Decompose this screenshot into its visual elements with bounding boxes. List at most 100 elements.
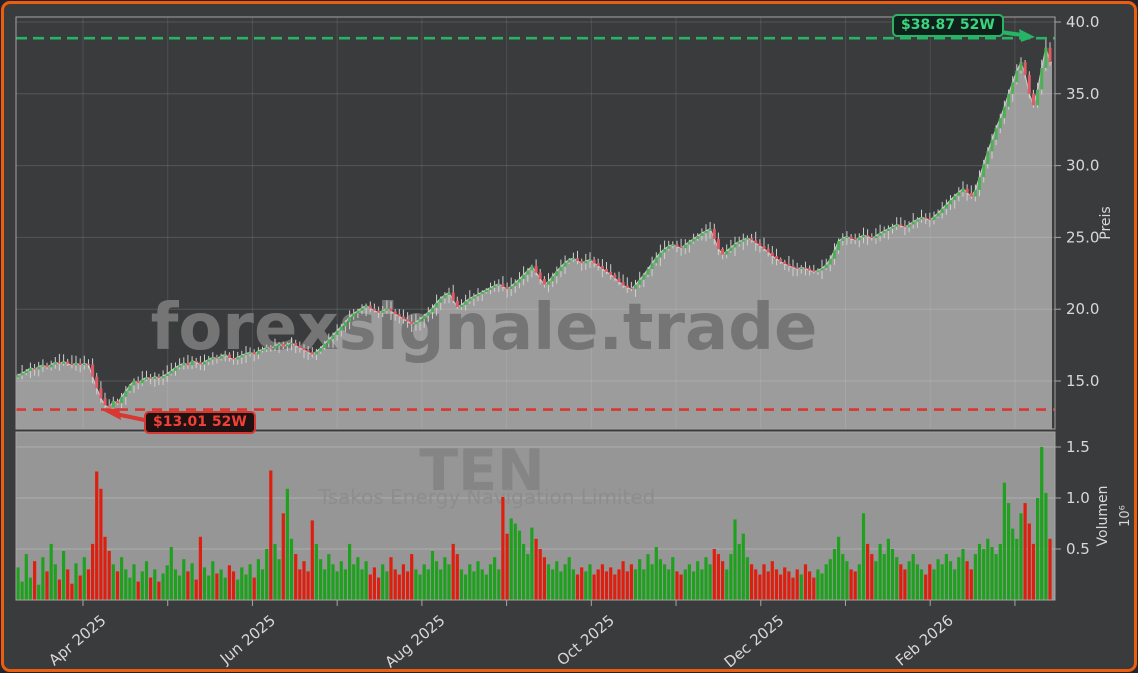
volume-bar: [696, 561, 700, 600]
candle-body: [265, 347, 269, 350]
candle-body: [447, 292, 451, 295]
volume-bar: [675, 571, 679, 600]
candle-body: [74, 363, 78, 366]
candle-body: [530, 266, 534, 271]
candle-body: [99, 388, 103, 399]
candle-body: [990, 139, 994, 152]
candle-body: [820, 268, 824, 271]
volume-bar: [107, 551, 111, 600]
volume-bar: [169, 547, 173, 600]
candle-body: [145, 377, 148, 380]
volume-bar: [372, 567, 376, 600]
candle-body: [567, 259, 571, 263]
price-tick-label: 40.0: [1066, 13, 1099, 31]
candle-body: [650, 263, 654, 269]
candle-body: [692, 238, 696, 242]
volume-bar: [808, 571, 812, 600]
volume-bar: [745, 557, 749, 600]
candle-body: [671, 244, 675, 246]
volume-bar: [310, 520, 314, 600]
date-tick-label: Jun 2025: [216, 611, 279, 668]
candle-body: [696, 236, 700, 239]
volume-bar: [911, 554, 915, 600]
volume-bar: [62, 551, 66, 600]
volume-bar: [24, 554, 28, 600]
volume-bar: [91, 543, 95, 600]
volume-bar: [422, 564, 426, 600]
volume-bar: [633, 569, 638, 600]
candle-body: [634, 284, 637, 290]
candle-body: [973, 190, 977, 197]
volume-bar: [74, 563, 78, 600]
volume-bar: [136, 581, 140, 600]
volume-bar: [57, 579, 61, 600]
volume-bar: [120, 557, 124, 600]
candle-body: [240, 355, 244, 358]
date-tick-label: Oct 2025: [554, 611, 618, 669]
volume-bar: [853, 571, 857, 600]
candle-body: [704, 230, 708, 234]
candle-body: [149, 377, 153, 379]
volume-bar: [712, 549, 716, 600]
volume-spine: [15, 431, 1056, 601]
candle-body: [484, 289, 488, 292]
candle-body: [389, 308, 393, 312]
date-tick-label: Feb 2026: [892, 611, 957, 669]
price-area-fill: [16, 47, 1052, 429]
volume-bar: [397, 574, 401, 600]
volume-bar: [244, 574, 248, 600]
candle-body: [808, 268, 812, 271]
volume-bar: [779, 574, 783, 600]
candle-body: [563, 262, 567, 267]
candle-body: [588, 259, 592, 262]
volume-bar: [82, 557, 86, 600]
candle-body: [331, 335, 335, 340]
candle-body: [410, 321, 414, 325]
candle-body: [779, 258, 783, 262]
volume-bar: [298, 569, 302, 600]
volume-bar: [1048, 538, 1052, 600]
volume-bar: [281, 513, 285, 600]
candle-body: [37, 366, 41, 370]
volume-bar: [658, 559, 662, 600]
volume-bar: [323, 569, 327, 600]
candle-body: [302, 348, 306, 351]
candle-body: [509, 286, 513, 290]
candle-body: [667, 246, 671, 249]
candle-body: [845, 236, 849, 239]
candle-body: [82, 363, 86, 366]
candle-body: [203, 361, 206, 365]
volume-bar: [285, 488, 289, 600]
candle-body: [547, 281, 550, 285]
candle-body: [961, 188, 965, 193]
volume-bar: [737, 543, 741, 600]
candle-body: [236, 357, 240, 360]
candle-body: [654, 257, 658, 264]
volume-bar: [559, 571, 563, 600]
volume-bar: [861, 513, 866, 600]
candle-body: [870, 236, 874, 239]
volume-bar: [103, 536, 107, 600]
volume-bar: [227, 565, 231, 600]
volume-bar: [1031, 543, 1035, 600]
volume-bar: [410, 554, 414, 600]
volume-bar: [973, 554, 977, 600]
candle-body: [878, 233, 882, 236]
volume-bar: [124, 569, 128, 600]
candle-body: [940, 208, 944, 213]
candle-body: [124, 391, 128, 397]
volume-bar: [899, 564, 903, 600]
candle-body: [455, 300, 459, 308]
candle-body: [513, 282, 517, 287]
candle-body: [62, 361, 66, 364]
candle-body: [882, 230, 886, 234]
volume-bar: [493, 557, 497, 600]
candle-body: [397, 314, 401, 317]
candle-body: [982, 164, 986, 178]
volume-bar: [190, 563, 194, 600]
candle-body: [957, 192, 961, 196]
candle-body: [468, 298, 472, 302]
volume-bar: [708, 564, 712, 600]
volume-bar: [41, 557, 45, 600]
